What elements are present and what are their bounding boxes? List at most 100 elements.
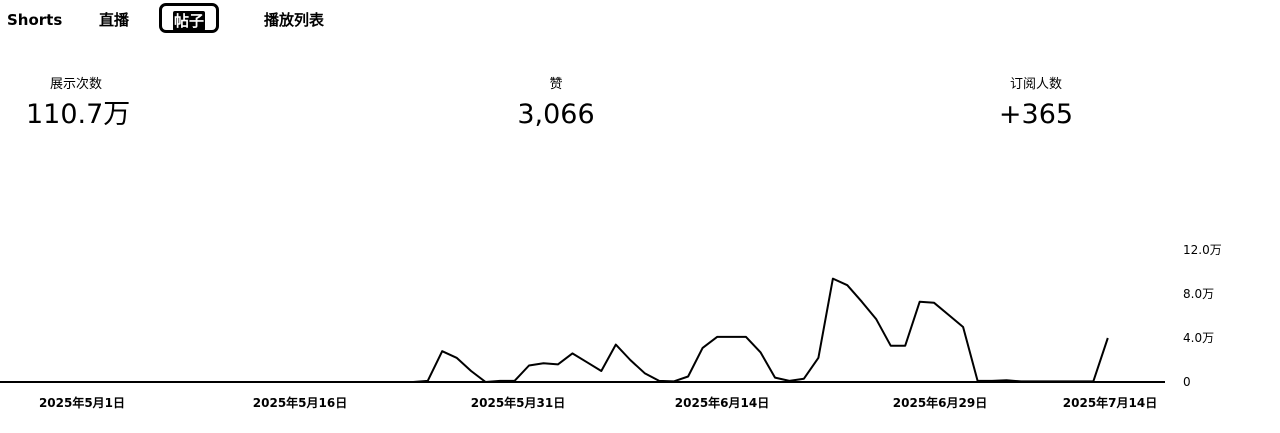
data-point[interactable] [699, 344, 707, 352]
metric-impressions[interactable]: 展示次数 110.7万 [26, 76, 131, 132]
data-point[interactable] [236, 378, 244, 386]
data-point[interactable] [1104, 334, 1112, 342]
data-point[interactable] [120, 378, 128, 386]
series-line [37, 277, 1109, 383]
data-point[interactable] [395, 378, 403, 386]
data-point[interactable] [482, 378, 490, 386]
data-point[interactable] [872, 315, 880, 323]
data-point[interactable] [1046, 377, 1054, 385]
data-point[interactable] [583, 358, 591, 366]
data-point[interactable] [901, 342, 909, 350]
data-point[interactable] [192, 378, 200, 386]
data-point[interactable] [496, 377, 504, 385]
data-point[interactable] [322, 378, 330, 386]
metric-likes-value: 3,066 [517, 99, 595, 130]
data-point[interactable] [1003, 376, 1011, 384]
tab-live[interactable]: 直播 [99, 11, 130, 29]
data-point[interactable] [511, 377, 519, 385]
data-point[interactable] [742, 333, 750, 341]
data-point[interactable] [713, 333, 721, 341]
data-point[interactable] [771, 374, 779, 382]
data-point[interactable] [337, 378, 345, 386]
metric-likes-label: 赞 [549, 77, 563, 92]
data-point[interactable] [612, 341, 620, 349]
data-point[interactable] [597, 367, 605, 375]
data-point[interactable] [670, 377, 678, 385]
metric-impressions-value: 110.7万 [26, 99, 131, 130]
data-point[interactable] [265, 378, 273, 386]
data-point[interactable] [1075, 377, 1083, 385]
data-point[interactable] [163, 378, 171, 386]
data-point[interactable] [974, 377, 982, 385]
data-point[interactable] [1017, 377, 1025, 385]
data-point[interactable] [409, 378, 417, 386]
data-point[interactable] [945, 311, 953, 319]
x-tick-label: 2025年6月14日 [675, 395, 769, 410]
data-point[interactable] [438, 347, 446, 355]
metric-subscribers-label: 订阅人数 [1009, 77, 1062, 92]
tab-shorts[interactable]: Shorts [7, 11, 63, 29]
data-point[interactable] [684, 373, 692, 381]
data-point[interactable] [843, 281, 851, 289]
data-point[interactable] [1089, 377, 1097, 385]
metric-likes[interactable]: 赞 3,066 [506, 76, 606, 132]
x-axis: 2025年5月1日 2025年5月16日 2025年5月31日 2025年6月14日 2… [39, 395, 1157, 410]
data-point[interactable] [554, 360, 562, 368]
data-point[interactable] [134, 378, 142, 386]
data-point[interactable] [250, 378, 258, 386]
data-point[interactable] [988, 377, 996, 385]
x-tick-label: 2025年6月29日 [893, 395, 987, 410]
data-point[interactable] [641, 369, 649, 377]
data-point[interactable] [540, 359, 548, 367]
data-point[interactable] [814, 354, 822, 362]
data-point[interactable] [149, 378, 157, 386]
data-point[interactable] [91, 378, 99, 386]
data-point[interactable] [294, 378, 302, 386]
y-tick-label: 4.0万 [1183, 331, 1214, 345]
data-point[interactable] [453, 354, 461, 362]
y-tick-label: 0 [1183, 375, 1191, 389]
data-point[interactable] [207, 378, 215, 386]
data-points [33, 275, 1112, 386]
data-point[interactable] [655, 377, 663, 385]
tab-playlists[interactable]: 播放列表 [264, 11, 325, 29]
data-point[interactable] [829, 275, 837, 283]
data-point[interactable] [728, 333, 736, 341]
data-point[interactable] [887, 342, 895, 350]
metric-subscribers[interactable]: 订阅人数 +365 [986, 76, 1086, 132]
data-point[interactable] [858, 298, 866, 306]
data-point[interactable] [105, 378, 113, 386]
data-point[interactable] [380, 378, 388, 386]
data-point[interactable] [48, 378, 56, 386]
data-point[interactable] [424, 377, 432, 385]
data-point[interactable] [221, 378, 229, 386]
data-point[interactable] [76, 378, 84, 386]
data-point[interactable] [800, 375, 808, 383]
data-point[interactable] [568, 349, 576, 357]
data-point[interactable] [178, 378, 186, 386]
data-point[interactable] [930, 299, 938, 307]
data-point[interactable] [525, 362, 533, 370]
metric-subscribers-value: +365 [998, 99, 1074, 130]
data-point[interactable] [757, 348, 765, 356]
y-axis: 12.0万 8.0万 4.0万 0 [1183, 243, 1222, 389]
x-tick-label: 2025年5月16日 [253, 395, 347, 410]
tab-posts-label: 帖子 [173, 11, 206, 31]
data-point[interactable] [626, 356, 634, 364]
data-point[interactable] [1060, 377, 1068, 385]
data-point[interactable] [1031, 377, 1039, 385]
data-point[interactable] [351, 378, 359, 386]
data-point[interactable] [785, 377, 793, 385]
data-point[interactable] [33, 378, 41, 386]
tab-posts[interactable]: 帖子 [159, 3, 220, 33]
x-tick-label: 2025年5月31日 [471, 395, 565, 410]
data-point[interactable] [308, 378, 316, 386]
data-point[interactable] [916, 298, 924, 306]
views-line-chart: 12.0万8.0万4.0万0 2025年5月1日 2025年5月16日 2025年5… [0, 243, 1222, 410]
data-point[interactable] [366, 378, 374, 386]
data-point[interactable] [279, 378, 287, 386]
data-point[interactable] [467, 367, 475, 375]
x-tick-label: 2025年7月14日 [1063, 395, 1157, 410]
data-point[interactable] [62, 378, 70, 386]
data-point[interactable] [959, 323, 967, 331]
